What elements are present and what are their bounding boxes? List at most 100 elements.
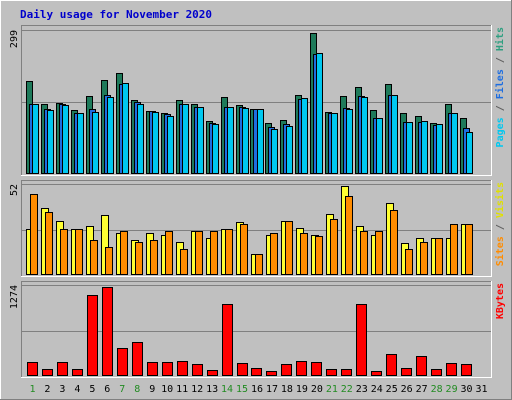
x-tick-label-7: 7 xyxy=(119,384,125,395)
x-tick-label-27: 27 xyxy=(416,384,428,395)
chart-panels: 299 Pages / Files / Hits 52 Sites / Visits 1… xyxy=(9,25,506,378)
bar-pages-day-24 xyxy=(376,118,383,174)
bar-sites-day-4 xyxy=(75,229,83,275)
bar-sites-day-20 xyxy=(315,236,323,275)
bar-sites-day-2 xyxy=(45,212,53,275)
bar-kbytes-day-21 xyxy=(326,369,337,376)
bar-kbytes-day-26 xyxy=(401,368,412,376)
x-tick-label-8: 8 xyxy=(134,384,140,395)
bar-kbytes-day-2 xyxy=(42,369,53,376)
x-tick-label-23: 23 xyxy=(356,384,368,395)
bar-kbytes-day-8 xyxy=(132,342,143,376)
bar-kbytes-day-14 xyxy=(222,304,233,376)
bar-kbytes-day-3 xyxy=(57,362,68,376)
bar-sites-day-27 xyxy=(420,242,428,275)
legend-part-0: Pages xyxy=(495,117,506,147)
bar-pages-day-9 xyxy=(152,112,159,174)
bar-kbytes-day-23 xyxy=(356,304,367,376)
bar-sites-day-19 xyxy=(300,233,308,275)
bar-sites-day-16 xyxy=(255,254,263,275)
bar-kbytes-day-27 xyxy=(416,356,427,376)
bar-kbytes-day-15 xyxy=(237,363,248,376)
series-pages xyxy=(32,53,473,174)
bar-kbytes-day-1 xyxy=(27,362,38,376)
legend-part-2: Files xyxy=(494,69,506,99)
legend-part-1: / xyxy=(495,218,506,236)
bar-pages-day-21 xyxy=(331,113,338,174)
bar-kbytes-day-13 xyxy=(207,370,218,376)
bar-kbytes-day-24 xyxy=(371,371,382,376)
legend-part-0: KBytes xyxy=(495,283,506,319)
bar-pages-day-30 xyxy=(466,132,473,174)
x-tick-label-18: 18 xyxy=(281,384,293,395)
bar-sites-day-26 xyxy=(405,249,413,275)
bar-kbytes-day-4 xyxy=(72,369,83,376)
bar-kbytes-day-6 xyxy=(102,287,113,376)
bar-kbytes-day-16 xyxy=(251,368,262,376)
bar-sites-day-12 xyxy=(195,231,203,275)
bar-pages-day-23 xyxy=(361,97,368,174)
bar-pages-day-12 xyxy=(197,107,204,174)
bar-pages-day-18 xyxy=(286,126,293,174)
y-max-label: 52 xyxy=(9,184,20,196)
x-tick-label-1: 1 xyxy=(29,384,35,395)
bar-sites-day-3 xyxy=(60,229,68,275)
x-tick-label-6: 6 xyxy=(104,384,110,395)
series-legend-label: KBytes xyxy=(495,283,506,319)
x-tick-label-10: 10 xyxy=(161,384,173,395)
bar-pages-day-29 xyxy=(451,113,458,174)
bar-pages-day-28 xyxy=(436,124,443,174)
bar-sites-day-9 xyxy=(150,240,158,275)
x-tick-label-24: 24 xyxy=(371,384,383,395)
chart-title: Daily usage for November 2020 xyxy=(20,8,212,21)
bar-pages-day-7 xyxy=(122,83,129,174)
bar-sites-day-28 xyxy=(435,238,443,275)
x-tick-label-21: 21 xyxy=(326,384,338,395)
bar-kbytes-day-18 xyxy=(281,364,292,376)
x-tick-label-30: 30 xyxy=(461,384,473,395)
x-tick-label-13: 13 xyxy=(206,384,218,395)
x-tick-label-14: 14 xyxy=(221,384,233,395)
bar-kbytes-day-9 xyxy=(147,362,158,376)
bar-pages-day-1 xyxy=(32,104,39,174)
bar-pages-day-6 xyxy=(107,97,114,174)
bar-sites-day-17 xyxy=(270,233,278,275)
bar-sites-day-11 xyxy=(180,249,188,275)
x-tick-label-15: 15 xyxy=(236,384,248,395)
bar-pages-day-15 xyxy=(242,108,249,174)
bar-sites-day-30 xyxy=(465,224,473,275)
bar-sites-day-6 xyxy=(105,247,113,275)
bar-pages-day-19 xyxy=(301,98,308,174)
panel-hits-files-pages: 299 Pages / Files / Hits xyxy=(9,25,506,176)
bar-pages-day-2 xyxy=(47,110,54,174)
bar-pages-day-22 xyxy=(346,109,353,174)
bar-kbytes-day-22 xyxy=(341,369,352,376)
bar-sites-day-15 xyxy=(240,224,248,275)
bar-sites-day-8 xyxy=(135,242,143,275)
x-tick-label-29: 29 xyxy=(446,384,458,395)
x-tick-label-25: 25 xyxy=(386,384,398,395)
bar-pages-day-16 xyxy=(257,109,264,174)
bar-pages-day-10 xyxy=(167,116,174,174)
panel-kbytes: 1274 KBytes xyxy=(9,281,506,378)
x-tick-label-16: 16 xyxy=(251,384,263,395)
series-kbytes xyxy=(27,287,472,376)
bar-pages-day-5 xyxy=(92,112,99,174)
x-tick-label-5: 5 xyxy=(89,384,95,395)
legend-part-1: / xyxy=(495,99,506,117)
series-legend-label: Pages / Files / Hits xyxy=(494,27,506,147)
bar-sites-day-29 xyxy=(450,224,458,275)
x-tick-label-26: 26 xyxy=(401,384,413,395)
bar-kbytes-day-29 xyxy=(446,363,457,376)
bar-sites-day-1 xyxy=(30,194,38,275)
bar-pages-day-14 xyxy=(227,107,234,174)
bar-pages-day-26 xyxy=(406,122,413,174)
x-tick-label-9: 9 xyxy=(149,384,155,395)
bar-sites-day-22 xyxy=(345,196,353,275)
bar-kbytes-day-12 xyxy=(192,364,203,376)
x-tick-label-22: 22 xyxy=(341,384,353,395)
bar-sites-day-5 xyxy=(90,240,98,275)
bar-pages-day-8 xyxy=(137,104,144,174)
bar-sites-day-18 xyxy=(285,221,293,275)
bar-sites-day-25 xyxy=(390,210,398,275)
